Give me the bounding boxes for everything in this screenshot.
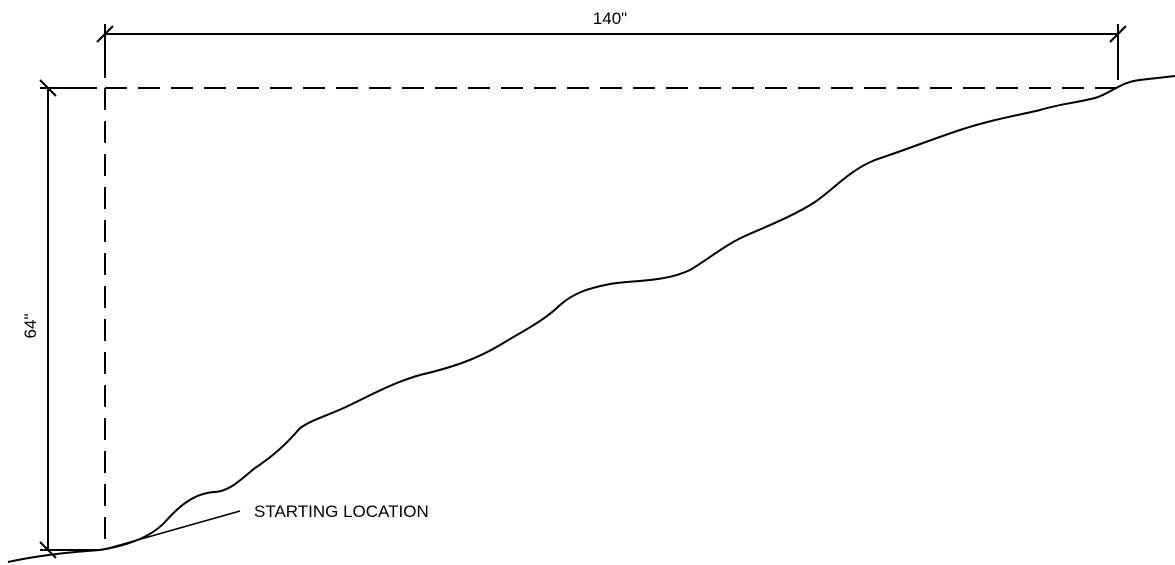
starting-location-label: STARTING LOCATION bbox=[254, 502, 429, 521]
starting-location-leader bbox=[101, 510, 241, 551]
horizontal-tick-left bbox=[96, 25, 114, 43]
horizontal-dimension-label: 140" bbox=[593, 9, 627, 28]
vertical-tick-top bbox=[39, 79, 57, 97]
horizontal-tick-right bbox=[1109, 25, 1127, 43]
horizontal-dimension: 140" bbox=[96, 9, 1127, 80]
vertical-tick-bottom bbox=[39, 541, 57, 559]
vertical-dimension: 64" bbox=[21, 79, 100, 559]
terrain-profile bbox=[7, 75, 1175, 563]
vertical-dimension-label: 64" bbox=[21, 314, 40, 339]
